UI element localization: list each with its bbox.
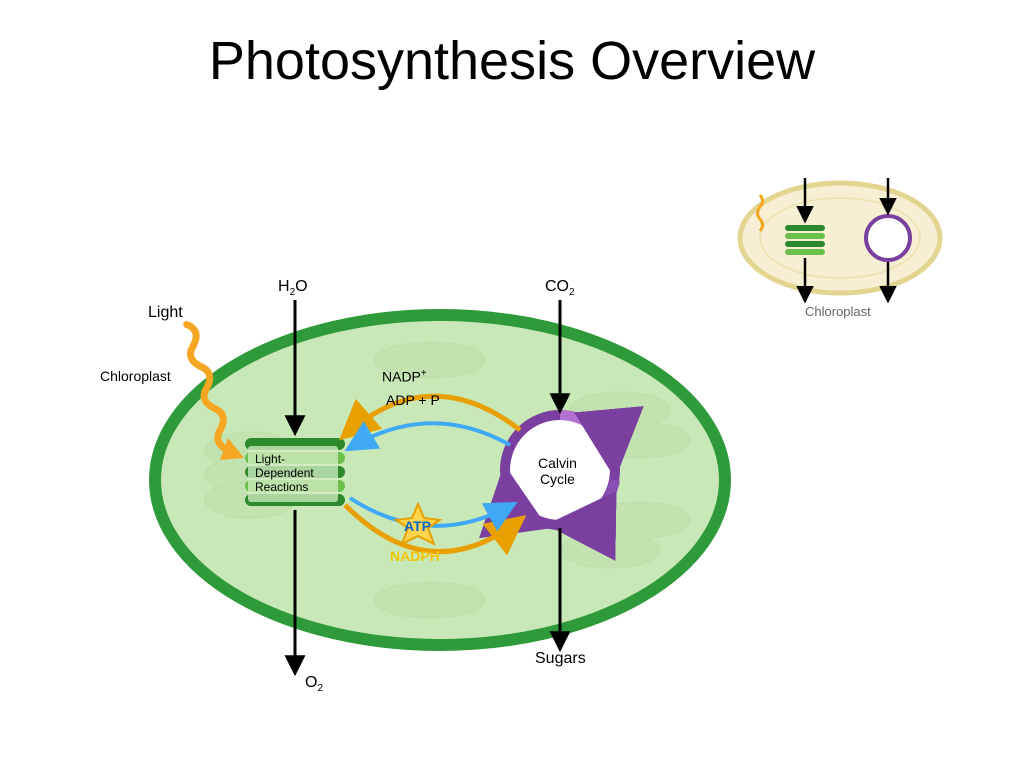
label-h2o: H2O <box>278 278 308 298</box>
label-co2: CO2 <box>545 278 575 298</box>
label-light: Light <box>148 304 183 322</box>
label-atp: ATP <box>404 518 431 534</box>
label-calvin: Calvin Cycle <box>538 455 577 487</box>
label-chloroplast-left: Chloroplast <box>100 368 171 384</box>
label-o2: O2 <box>305 674 323 694</box>
label-sugars: Sugars <box>535 650 586 668</box>
thumbnail <box>730 170 950 305</box>
diagram-svg <box>0 0 1024 768</box>
label-nadp: NADP+ <box>382 368 427 385</box>
label-adp-p: ADP + P <box>386 392 440 408</box>
label-nadph: NADPH <box>390 548 440 564</box>
main-chloroplast <box>155 315 725 645</box>
label-chloroplast-thumb: Chloroplast <box>805 304 871 319</box>
label-light-dep: Light- Dependent Reactions <box>255 452 314 494</box>
